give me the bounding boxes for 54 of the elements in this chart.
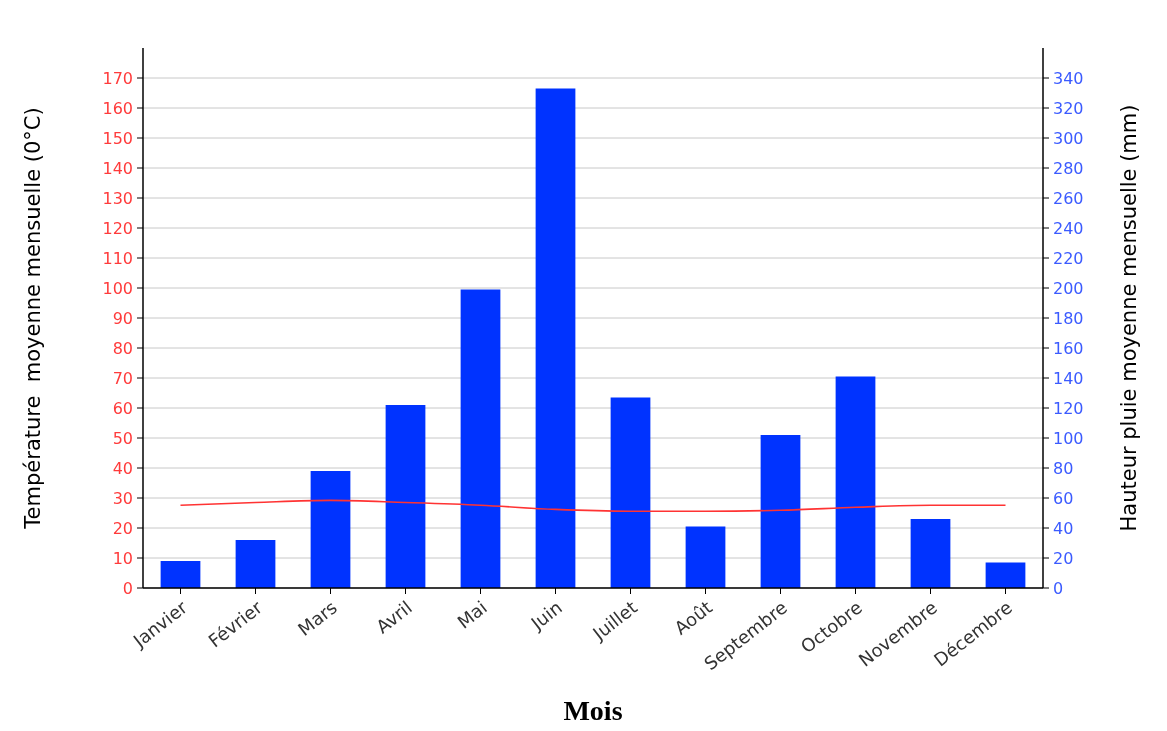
- y2-tick-label: 260: [1053, 188, 1084, 208]
- y-tick-label: 100: [102, 278, 133, 298]
- bar: [385, 405, 426, 588]
- y2-tick-label: 320: [1053, 98, 1084, 118]
- y2-tick-label: 120: [1053, 398, 1084, 418]
- bar: [160, 561, 201, 588]
- y-tick-label: 130: [102, 188, 133, 208]
- y2-tick-label: 40: [1053, 518, 1074, 538]
- bar: [760, 435, 801, 588]
- y-tick-label: 30: [112, 488, 133, 508]
- y2-tick-label: 160: [1053, 338, 1084, 358]
- y-tick-label: 90: [112, 308, 133, 328]
- bar: [460, 289, 501, 588]
- y2-tick-label: 140: [1053, 368, 1084, 388]
- y2-tick-label: 180: [1053, 308, 1084, 328]
- y-tick-label: 170: [102, 68, 133, 88]
- y2-tick-label: 300: [1053, 128, 1084, 148]
- bar: [535, 88, 576, 588]
- y-tick-label: 70: [112, 368, 133, 388]
- x-tick-label: Juin: [526, 596, 566, 635]
- y2-tick-label: 100: [1053, 428, 1084, 448]
- y2-tick-label: 280: [1053, 158, 1084, 178]
- y2-axis-title: Hauteur pluie moyenne mensuelle (mm): [1117, 104, 1141, 532]
- bar: [985, 562, 1026, 588]
- y2-tick-label: 0: [1053, 578, 1064, 598]
- y2-tick-label: 340: [1053, 68, 1084, 88]
- y2-tick-label: 220: [1053, 248, 1084, 268]
- y-tick-label: 20: [112, 518, 133, 538]
- y-tick-label: 10: [112, 548, 133, 568]
- y-tick-label: 40: [112, 458, 133, 478]
- y2-tick-label: 240: [1053, 218, 1084, 238]
- line-series: [179, 499, 1007, 512]
- y-tick-label: 60: [112, 398, 133, 418]
- y-tick-label: 50: [112, 428, 133, 448]
- bar: [235, 540, 276, 588]
- y-axis-title: Température moyenne mensuelle (0°C): [21, 107, 45, 530]
- y-tick-label: 120: [102, 218, 133, 238]
- x-tick-label: Mai: [453, 596, 491, 633]
- y-tick-label: 0: [122, 578, 133, 598]
- bar: [310, 471, 351, 588]
- bar: [610, 397, 651, 588]
- bar: [910, 519, 951, 588]
- y-tick-label: 150: [102, 128, 133, 148]
- y2-tick-label: 20: [1053, 548, 1074, 568]
- y2-tick-label: 200: [1053, 278, 1084, 298]
- y2-tick-label: 60: [1053, 488, 1074, 508]
- y-tick-label: 160: [102, 98, 133, 118]
- y2-tick-label: 80: [1053, 458, 1074, 478]
- bar: [835, 376, 876, 588]
- y-tick-label: 80: [112, 338, 133, 358]
- x-axis-title: Mois: [563, 695, 623, 726]
- y-tick-label: 140: [102, 158, 133, 178]
- bar: [685, 526, 726, 588]
- y-tick-label: 110: [102, 248, 133, 268]
